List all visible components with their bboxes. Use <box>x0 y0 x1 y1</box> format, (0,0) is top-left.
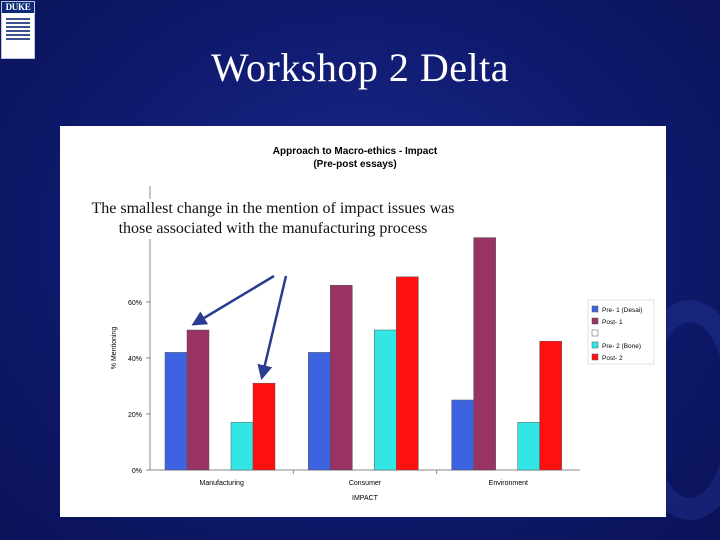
bar <box>473 237 496 471</box>
logo-wordmark: DUKE <box>2 2 34 13</box>
y-tick-label: 20% <box>128 412 142 419</box>
legend-label: Post- 1 <box>602 319 623 326</box>
logo-lines <box>2 13 34 40</box>
bar <box>230 422 254 471</box>
legend-swatch <box>591 305 599 313</box>
legend-swatch <box>591 329 599 337</box>
y-tick-label: 0% <box>132 468 142 475</box>
y-axis-title: % Mentioning <box>111 327 118 370</box>
bar <box>517 422 540 471</box>
y-tick-label: 60% <box>128 300 142 307</box>
slide-title: Workshop 2 Delta <box>210 45 510 90</box>
chart-title-line-1: Approach to Macro-ethics - Impact <box>272 146 438 157</box>
legend-swatch <box>591 353 599 361</box>
chart-title: Approach to Macro-ethics - Impact (Pre-p… <box>205 145 505 171</box>
bar <box>539 340 562 471</box>
duke-logo: DUKE <box>1 1 35 59</box>
bar <box>186 329 210 471</box>
legend-swatch <box>591 317 599 325</box>
legend-label: Pre- 2 (Bone) <box>602 343 641 350</box>
legend-label: Post- 2 <box>602 355 623 362</box>
bar <box>451 399 474 471</box>
bar-chart: 0% 20% 40% 60% % Mentioning Manufacturing Cons… <box>111 186 655 502</box>
bar <box>396 276 419 471</box>
annotation-arrow <box>257 275 288 381</box>
bar <box>330 284 353 471</box>
legend-label: Pre- 1 (Desai) <box>602 307 642 314</box>
y-tick-label: 40% <box>128 356 142 363</box>
annotation-arrow <box>191 274 275 326</box>
x-category-label: Manufacturing <box>199 480 243 487</box>
bar <box>374 329 397 471</box>
legend-box <box>587 299 655 365</box>
chart-title-line-2: (Pre-post essays) <box>313 159 397 170</box>
bar <box>308 352 331 471</box>
x-category-label: Consumer <box>349 480 382 487</box>
callout-text: The smallest change in the mention of im… <box>88 199 458 239</box>
bar <box>164 352 188 471</box>
chart-panel: Approach to Macro-ethics - Impact (Pre-p… <box>60 126 666 517</box>
legend-swatch <box>591 341 599 349</box>
bar <box>252 382 276 471</box>
x-category-label: Environment <box>489 480 528 487</box>
x-axis-title: IMPACT <box>352 495 379 502</box>
